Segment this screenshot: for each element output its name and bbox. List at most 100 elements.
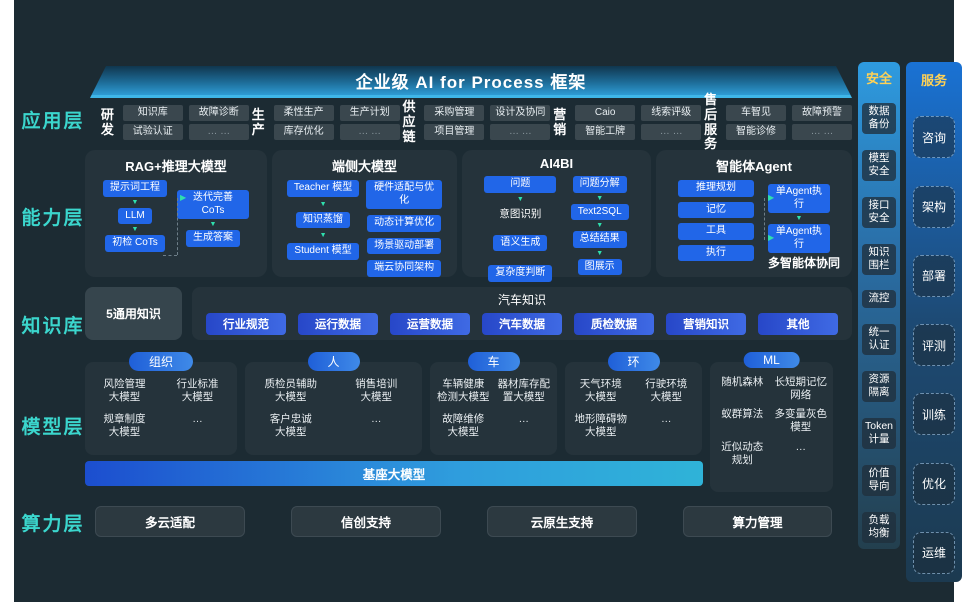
model-item-grid: 风险管理 大模型 行业标准 大模型 规章制度 大模型 …: [85, 362, 237, 440]
app-group-label: 供应 链: [402, 99, 416, 144]
security-item: 数据 备份: [862, 102, 896, 134]
flow-chip: LLM: [118, 207, 152, 224]
model-item: 长短期记忆 网络: [774, 376, 828, 402]
knowledge-chip: 运营数据: [390, 313, 470, 335]
model-item: 风险管理 大模型: [103, 378, 146, 404]
model-item-grid: 质检员辅助 大模型 销售培训 大模型 客户忠诚 大模型 …: [245, 362, 422, 440]
model-group-organization: 组织 风险管理 大模型 行业标准 大模型 规章制度 大模型 …: [85, 352, 237, 455]
model-group-pill: 组织: [128, 352, 194, 371]
model-item-grid: 车辆健康 检测大模型 器材库存配 置大模型 故障维修 大模型 …: [430, 362, 557, 440]
flow-chip: Student 模型: [287, 243, 359, 260]
connector-line: [163, 255, 177, 256]
app-item: 试验认证: [122, 124, 183, 140]
app-item: 柔性生产: [273, 105, 334, 121]
capability-box-edge-model: 端侧大模型 Teacher 模型 ▼ 知识蒸馏 ▼ Student 模型 硬件适…: [272, 150, 457, 277]
layer-label-knowledge: 知识库: [21, 316, 85, 337]
compute-item-xinchuang: 信创支持: [291, 506, 441, 537]
agent-caption: 多智能体协同: [767, 256, 840, 270]
app-group-label: 营销: [553, 106, 567, 137]
app-item: 智能工牌: [575, 124, 636, 140]
capability-box-ai4bi: AI4BI 问题 ▼ 意图识别 语义生成 复杂度判断 问题分解 ▼ Text2S…: [462, 150, 651, 282]
flow-chip: 单Agent执行: [768, 224, 830, 253]
model-item: 质检员辅助 大模型: [264, 378, 318, 404]
model-group-vehicle: 车 车辆健康 检测大模型 器材库存配 置大模型 故障维修 大模型 …: [430, 352, 557, 455]
flow-chip: 生成答案: [186, 230, 240, 247]
app-item: 车智见: [725, 105, 786, 121]
model-item: 销售培训 大模型: [355, 378, 398, 404]
model-group-pill: 车: [467, 352, 520, 371]
security-item: 价值 导向: [862, 464, 896, 496]
list-chip: 记忆: [678, 201, 754, 218]
model-item: 多变量灰色 模型: [774, 408, 828, 434]
knowledge-chip: 其他: [758, 313, 838, 335]
arrow-down-icon: ▼: [131, 198, 139, 206]
list-chip: 硬件适配与优化: [366, 180, 443, 209]
model-item-more: …: [371, 413, 382, 426]
connector-line: [764, 198, 765, 240]
security-item: 接口 安全: [862, 196, 896, 228]
app-group-label: 售后 服务: [704, 91, 718, 152]
capability-box-title: RAG+推理大模型: [125, 159, 227, 174]
application-layer-row: 研发 知识库 试验认证 故障诊断 … … 生产 柔性生产 库存优化 生产计划 ……: [98, 92, 852, 151]
flow-column: 问题 ▼ 意图识别 语义生成 复杂度判断: [484, 176, 557, 282]
arrow-right-icon: ▶: [768, 193, 775, 202]
app-group-label: 研发: [100, 106, 114, 137]
model-item-more: …: [795, 440, 807, 453]
flow-chip: 语义生成: [493, 234, 548, 251]
capability-box-rag: RAG+推理大模型 提示词工程 ▼ LLM ▼ 初检 CoTs 迭代完善CoTs…: [85, 150, 267, 277]
model-item-grid: 随机森林 长短期记忆 网络 蚁群算法 多变量灰色 模型 近似动态 规划 …: [710, 362, 833, 467]
app-item-more: … …: [641, 124, 702, 140]
list-column: 推理规划 记忆 工具 执行: [678, 180, 754, 261]
security-item: 知识 围栏: [862, 243, 896, 275]
service-item: 评测: [913, 324, 955, 367]
app-group-supply-chain: 供应 链 采购管理 项目管理 设计及协同 … …: [400, 99, 551, 145]
app-column: 生产计划 … …: [339, 105, 400, 140]
auto-knowledge-title: 汽车知识: [497, 293, 546, 307]
service-title: 服务: [920, 73, 947, 88]
capability-box-body: 推理规划 记忆 工具 执行 单Agent执行 ▼ 单Agent执行: [656, 175, 852, 261]
app-column: Caio 智能工牌: [575, 105, 636, 140]
model-item: 客户忠诚 大模型: [269, 413, 312, 439]
flow-chip: 问题: [484, 176, 557, 193]
security-item: 模型 安全: [862, 149, 896, 181]
model-item-more: …: [518, 413, 530, 426]
model-item: 近似动态 规划: [721, 440, 764, 466]
compute-item-multicloud: 多云适配: [95, 506, 245, 537]
list-chip: 工具: [678, 223, 754, 240]
capability-box-title: AI4BI: [539, 156, 574, 171]
flow-chip: 初检 CoTs: [105, 235, 165, 252]
flow-chip: Teacher 模型: [286, 180, 360, 197]
flow-column: 提示词工程 ▼ LLM ▼ 初检 CoTs: [103, 180, 167, 252]
service-item: 运维: [913, 531, 955, 574]
list-chip: 场景驱动部署: [367, 237, 442, 254]
security-item: Token 计量: [862, 417, 896, 449]
app-item: 生产计划: [339, 105, 400, 121]
app-group-production: 生产 柔性生产 库存优化 生产计划 … …: [249, 105, 400, 140]
knowledge-chip: 行业规范: [206, 313, 286, 335]
model-group-pill: 人: [307, 352, 360, 371]
service-item: 部署: [913, 254, 955, 297]
flow-chip: 提示词工程: [103, 180, 167, 197]
arrow-down-icon: ▼: [516, 195, 524, 203]
model-item-grid: 天气环境 大模型 行驶环境 大模型 地形障碍物 大模型 …: [565, 362, 702, 440]
app-group-rd: 研发 知识库 试验认证 故障诊断 … …: [98, 105, 249, 140]
app-item: 线索评级: [641, 105, 702, 121]
service-item: 优化: [913, 462, 955, 505]
model-group-pill: ML: [743, 352, 800, 368]
connector-line: [177, 198, 178, 255]
capability-box-body: Teacher 模型 ▼ 知识蒸馏 ▼ Student 模型 硬件适配与优化 动…: [272, 175, 457, 277]
auto-knowledge-box: 汽车知识 行业规范 运行数据 运营数据 汽车数据 质检数据 营销知识 其他: [192, 287, 852, 340]
app-column: 设计及协同 … …: [490, 105, 551, 140]
layer-label-model: 模型层: [21, 417, 85, 438]
flow-text: 意图识别: [499, 207, 542, 220]
compute-item-power-mgmt: 算力管理: [683, 506, 832, 537]
flow-column: 单Agent执行 ▼ 单Agent执行: [768, 184, 830, 253]
base-model-banner: 基座大模型: [85, 461, 703, 486]
security-item: 负载 均衡: [862, 511, 896, 543]
general-knowledge-box: 5通用知识: [85, 287, 182, 340]
security-item: 统一 认证: [862, 323, 896, 356]
model-item: 地形障碍物 大模型: [574, 413, 628, 439]
service-item: 咨询: [913, 116, 955, 159]
page-title: 企业级 AI for Process 框架: [355, 73, 587, 92]
layer-label-capability: 能力层: [21, 208, 85, 229]
